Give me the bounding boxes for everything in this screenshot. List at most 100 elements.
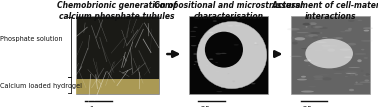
Ellipse shape [292,41,298,45]
Ellipse shape [345,72,358,73]
Ellipse shape [313,75,323,78]
Text: 25 μm: 25 μm [201,106,223,107]
Ellipse shape [311,50,324,51]
Ellipse shape [328,45,337,47]
Ellipse shape [349,67,360,68]
Ellipse shape [363,27,373,29]
Ellipse shape [327,49,335,52]
Ellipse shape [309,22,317,25]
Ellipse shape [364,30,369,31]
Ellipse shape [290,56,302,57]
Ellipse shape [308,86,316,87]
Ellipse shape [312,36,318,39]
Ellipse shape [336,19,339,20]
Ellipse shape [354,53,366,55]
Ellipse shape [322,37,328,38]
Ellipse shape [311,25,315,28]
Ellipse shape [194,27,198,28]
Text: interactions: interactions [305,12,356,21]
Ellipse shape [314,79,324,80]
Ellipse shape [354,83,363,85]
Ellipse shape [227,29,232,30]
Ellipse shape [346,73,356,74]
Text: Assessment of cell-material: Assessment of cell-material [271,1,378,10]
Ellipse shape [191,45,197,46]
Ellipse shape [291,36,294,39]
Ellipse shape [220,53,227,54]
Ellipse shape [213,80,219,81]
Ellipse shape [322,77,332,80]
Ellipse shape [194,64,195,65]
Text: 1 cm: 1 cm [90,106,107,107]
Ellipse shape [213,20,217,22]
Ellipse shape [301,76,306,78]
Ellipse shape [254,44,259,45]
Ellipse shape [216,91,222,92]
Ellipse shape [287,28,300,30]
Ellipse shape [321,18,324,20]
Ellipse shape [334,37,342,39]
Ellipse shape [350,73,354,76]
Ellipse shape [344,56,352,58]
Ellipse shape [221,23,223,25]
Ellipse shape [301,91,314,93]
Ellipse shape [208,32,214,33]
Ellipse shape [228,27,231,28]
Ellipse shape [215,53,221,55]
Ellipse shape [319,74,329,76]
Ellipse shape [254,42,257,44]
Ellipse shape [361,49,364,50]
Ellipse shape [316,42,327,43]
Ellipse shape [361,70,364,72]
Ellipse shape [322,45,330,47]
Ellipse shape [363,74,370,77]
Ellipse shape [314,63,319,64]
Ellipse shape [304,59,311,62]
Ellipse shape [190,36,196,37]
Ellipse shape [320,32,322,34]
Ellipse shape [251,83,256,84]
Bar [189,16,268,94]
Ellipse shape [197,22,267,89]
Ellipse shape [294,37,305,40]
Ellipse shape [333,73,342,74]
Text: Calcium loaded hydrogel: Calcium loaded hydrogel [0,83,82,89]
Text: characterisation: characterisation [194,12,264,21]
Ellipse shape [209,59,213,60]
Ellipse shape [336,37,343,39]
Ellipse shape [301,48,311,49]
Ellipse shape [345,30,352,32]
Ellipse shape [332,65,343,69]
Bar [76,79,159,94]
Bar [76,16,159,94]
Ellipse shape [355,74,358,76]
Text: Compositional and microstructural: Compositional and microstructural [154,1,303,10]
Ellipse shape [348,28,352,30]
Ellipse shape [206,65,208,66]
Ellipse shape [190,31,196,32]
Text: Phosphate solution: Phosphate solution [0,36,62,42]
Ellipse shape [205,32,243,68]
Ellipse shape [308,34,318,37]
Ellipse shape [364,57,368,59]
Ellipse shape [302,28,309,29]
Ellipse shape [366,73,370,76]
Ellipse shape [332,37,341,40]
Ellipse shape [218,84,225,85]
Ellipse shape [308,65,310,66]
Ellipse shape [228,73,229,74]
Ellipse shape [357,59,362,62]
Ellipse shape [194,61,200,62]
Ellipse shape [349,89,354,91]
Ellipse shape [296,32,309,33]
Ellipse shape [215,62,218,63]
Ellipse shape [193,53,197,55]
Ellipse shape [297,79,307,80]
Ellipse shape [364,80,369,81]
Ellipse shape [305,34,314,37]
Ellipse shape [310,16,319,18]
Ellipse shape [340,31,346,32]
Ellipse shape [348,20,355,22]
Ellipse shape [353,75,359,77]
Bar [291,16,370,94]
